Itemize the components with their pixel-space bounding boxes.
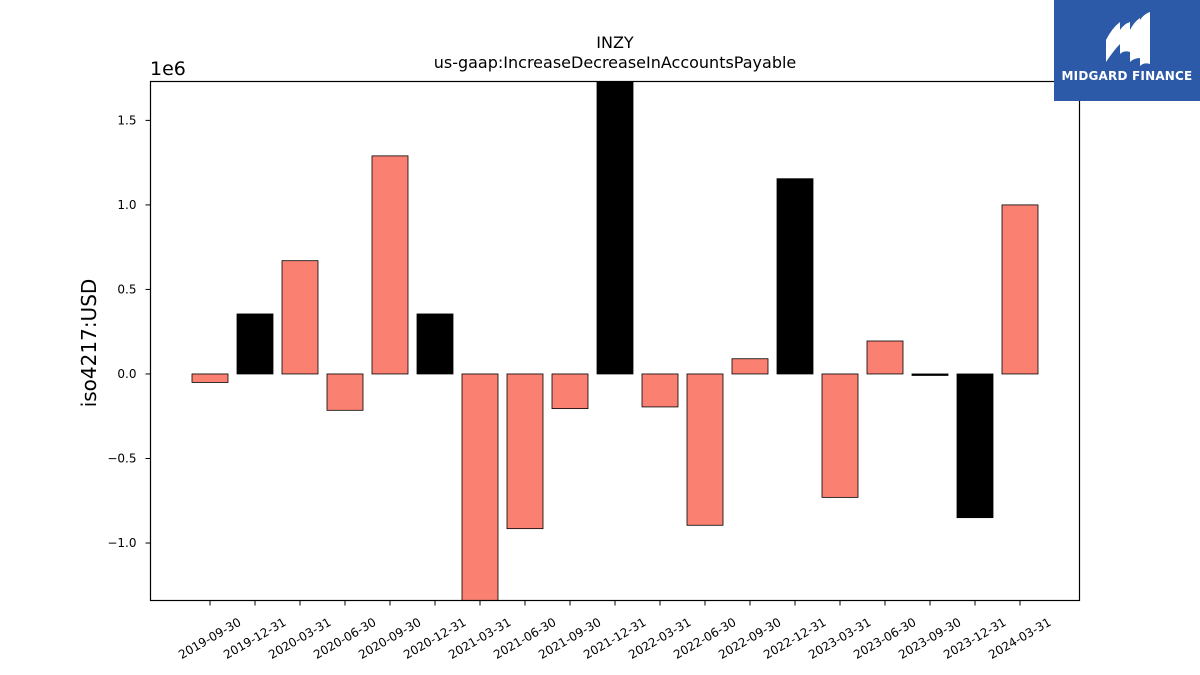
bar-2024-03-31 (1001, 204, 1039, 375)
bar-2021-12-31 (596, 81, 634, 375)
chart-subtitle: us-gaap:IncreaseDecreaseInAccountsPayabl… (434, 53, 797, 72)
logo-mark-icon (1106, 12, 1150, 66)
bar-2019-09-30 (191, 373, 229, 383)
logo-text: MIDGARD FINANCE (1061, 69, 1193, 83)
chart-title: INZY (596, 33, 634, 52)
bar-2023-03-31 (821, 373, 859, 498)
y-axis-label: iso4217:USD (77, 279, 101, 408)
y-tick-label: −0.5 (107, 451, 136, 465)
bar-2022-12-31 (776, 178, 814, 375)
y-tick-label: 1.5 (117, 113, 136, 127)
bar-2021-03-31 (461, 373, 499, 601)
bar-2020-06-30 (326, 373, 364, 411)
y-tick-label: −1.0 (107, 536, 136, 550)
bar-2021-09-30 (551, 373, 589, 410)
bar-2020-09-30 (371, 155, 409, 375)
bar-2021-06-30 (506, 373, 544, 530)
bar-2023-12-31 (956, 373, 994, 519)
bar-2022-06-30 (686, 373, 724, 526)
bar-2020-12-31 (416, 313, 454, 375)
bar-2023-09-30 (911, 373, 949, 376)
bar-2022-09-30 (731, 358, 769, 375)
bar-2020-03-31 (281, 260, 319, 375)
midgard-finance-logo: MIDGARD FINANCE (1054, 0, 1200, 101)
y-tick-label: 0.5 (117, 282, 136, 296)
y-tick-label: 0.0 (117, 367, 136, 381)
y-tick-label: 1.0 (117, 198, 136, 212)
bar-2022-03-31 (641, 373, 679, 408)
y-offset-label: 1e6 (150, 58, 186, 80)
bar-2019-12-31 (236, 313, 274, 375)
plot-frame (149, 80, 1081, 602)
bar-2023-06-30 (866, 340, 904, 375)
